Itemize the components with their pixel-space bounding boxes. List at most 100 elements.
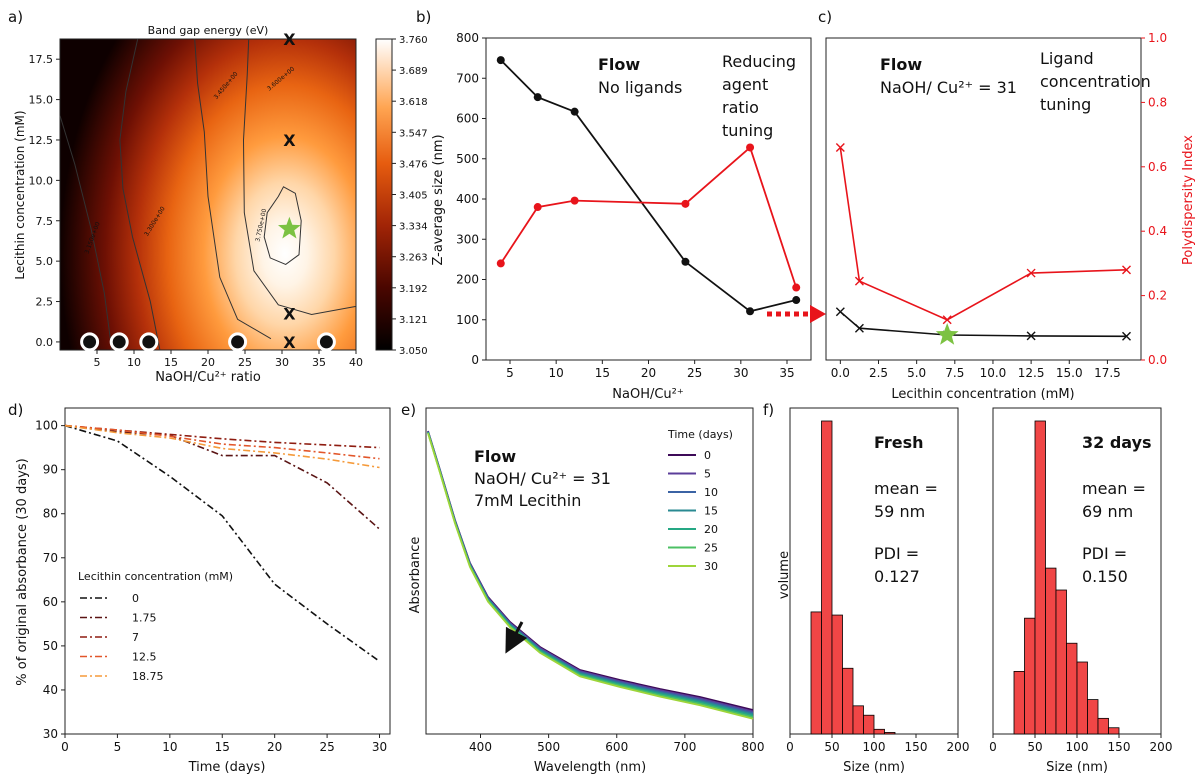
x-tick-label: 800 [742,740,765,754]
x-marker: X [283,30,296,49]
panel-b-annot-1: Reducing [722,52,796,71]
colorbar-tick-label: 3.405 [399,191,428,202]
x-tick-label: 35 [779,366,794,380]
panel-c-letter: c) [818,8,832,26]
histogram-bar [1045,567,1057,735]
size-point [496,56,505,65]
hist-32d-xlabel: Size (nm) [1046,760,1108,775]
legend-label: 0 [704,449,711,462]
maximum-star [278,216,301,239]
x-tick-label: 50 [824,740,839,754]
y-tick-label: 700 [456,71,479,85]
panel-b-series [496,56,801,316]
pdi-point [792,283,801,292]
histogram-bar [1024,617,1036,735]
x-tick-label: 10.0 [980,366,1007,380]
legend-label: 15 [704,505,718,518]
hist-fresh-pdi-value: 0.127 [874,567,920,586]
colorbar-ticks: 3.050 3.121 3.192 3.263 3.334 3.405 3.476 3.547… [392,35,428,357]
size-point [835,307,845,317]
panel-d-xlabel: Time (days) [188,760,266,775]
x-tick-label: 600 [605,740,628,754]
panel-d-ylabel: % of original absorbance (30 days) [15,458,30,685]
y-right-tick-label: 1.0 [1148,31,1167,45]
x-tick-label: 2.5 [869,366,888,380]
histogram-bar [852,705,864,735]
hist-32d-label: 32 days [1082,433,1152,452]
x-tick-label: 20 [267,740,282,754]
x-tick-label: 500 [537,740,560,754]
pdi-point [681,199,690,208]
x-tick-label: 20 [201,356,215,369]
hist-32d-bars [1013,420,1120,735]
x-tick-label: 30 [733,366,748,380]
x-tick-label: 0 [786,740,794,754]
panel-c-size-vs-lecithin: c) 0.0 2.5 5.0 7.5 10.0 12.5 15.0 17.5 0.0 0.2 0.4… [818,8,1196,402]
y-tick-label: 100 [35,419,58,433]
y-tick-label: 600 [456,112,479,126]
size-point [681,257,690,266]
hist-fresh-bars [810,420,896,735]
colorbar-tick-label: 3.192 [399,284,428,295]
hist-fresh-xlabel: Size (nm) [843,760,905,775]
panel-a-letter: a) [8,8,23,26]
panel-a-ylabel: Lecithin concentration (mM) [13,110,27,279]
pdi-point [942,315,952,325]
y-tick-label: 200 [456,273,479,287]
x-tick-label: 17.5 [1094,366,1121,380]
colorbar-tick-label: 3.476 [399,159,428,170]
trend-arrow [505,621,528,654]
optimum-star [935,323,959,345]
legend-label: 12.5 [132,651,157,664]
panel-e-annot-flow: Flow [474,447,516,466]
panel-e-letter: e) [401,401,416,419]
legend-label: 7 [132,631,139,644]
colorbar-tick-label: 3.334 [399,222,428,233]
colorbar-tick-label: 3.689 [399,66,428,77]
colorbar-tick-label: 3.263 [399,253,428,264]
x-tick-label: 400 [469,740,492,754]
x-tick-label: 150 [1108,740,1131,754]
panel-b-xlabel: NaOH/Cu²⁺ [612,387,683,402]
colorbar-tick-label: 3.618 [399,97,428,108]
y-right-tick-label: 0.6 [1148,160,1167,174]
y-tick-label: 60 [43,595,58,609]
panel-e-frame [425,407,754,735]
x-tick-label: 7.5 [945,366,964,380]
x-tick-label: 150 [905,740,928,754]
x-tick-label: 25 [687,366,702,380]
pdi-point [746,143,755,152]
panel-d-frame [64,407,391,735]
size-point [570,107,579,116]
y-tick-label: 2.5 [36,296,54,309]
panel-e-annot-lecithin: 7mM Lecithin [474,491,581,510]
series-line-0 [64,424,380,662]
x-tick-label: 10 [127,356,141,369]
size-point [854,323,864,333]
x-tick-label: 10 [549,366,564,380]
contour-3150 [59,115,113,351]
y-right-tick-label: 0.2 [1148,289,1167,303]
y-tick-label: 90 [43,463,58,477]
y-right-tick-label: 0.8 [1148,95,1167,109]
x-tick-label: 30 [372,740,387,754]
x-tick-label: 0 [61,740,69,754]
x-tick-label: 10 [162,740,177,754]
panel-e-ylabel: Absorbance [408,537,423,614]
x-tick-label: 100 [863,740,886,754]
panel-e-uvvis: e) 400 500 600 700 800 Wavelength (nm) Absor… [401,401,764,775]
histogram-bar [863,714,875,735]
x-tick-label: 40 [349,356,363,369]
pdi-point [570,196,579,205]
panel-b-annot-noligands: No ligands [598,78,682,97]
x-marker: X [283,305,296,324]
panel-e-xlabel: Wavelength (nm) [534,760,646,775]
panel-c-annot-3: tuning [1040,95,1091,114]
y-right-tick-label: 0.0 [1148,353,1167,367]
x-tick-label: 15 [215,740,230,754]
y-tick-label: 10.0 [29,174,54,187]
